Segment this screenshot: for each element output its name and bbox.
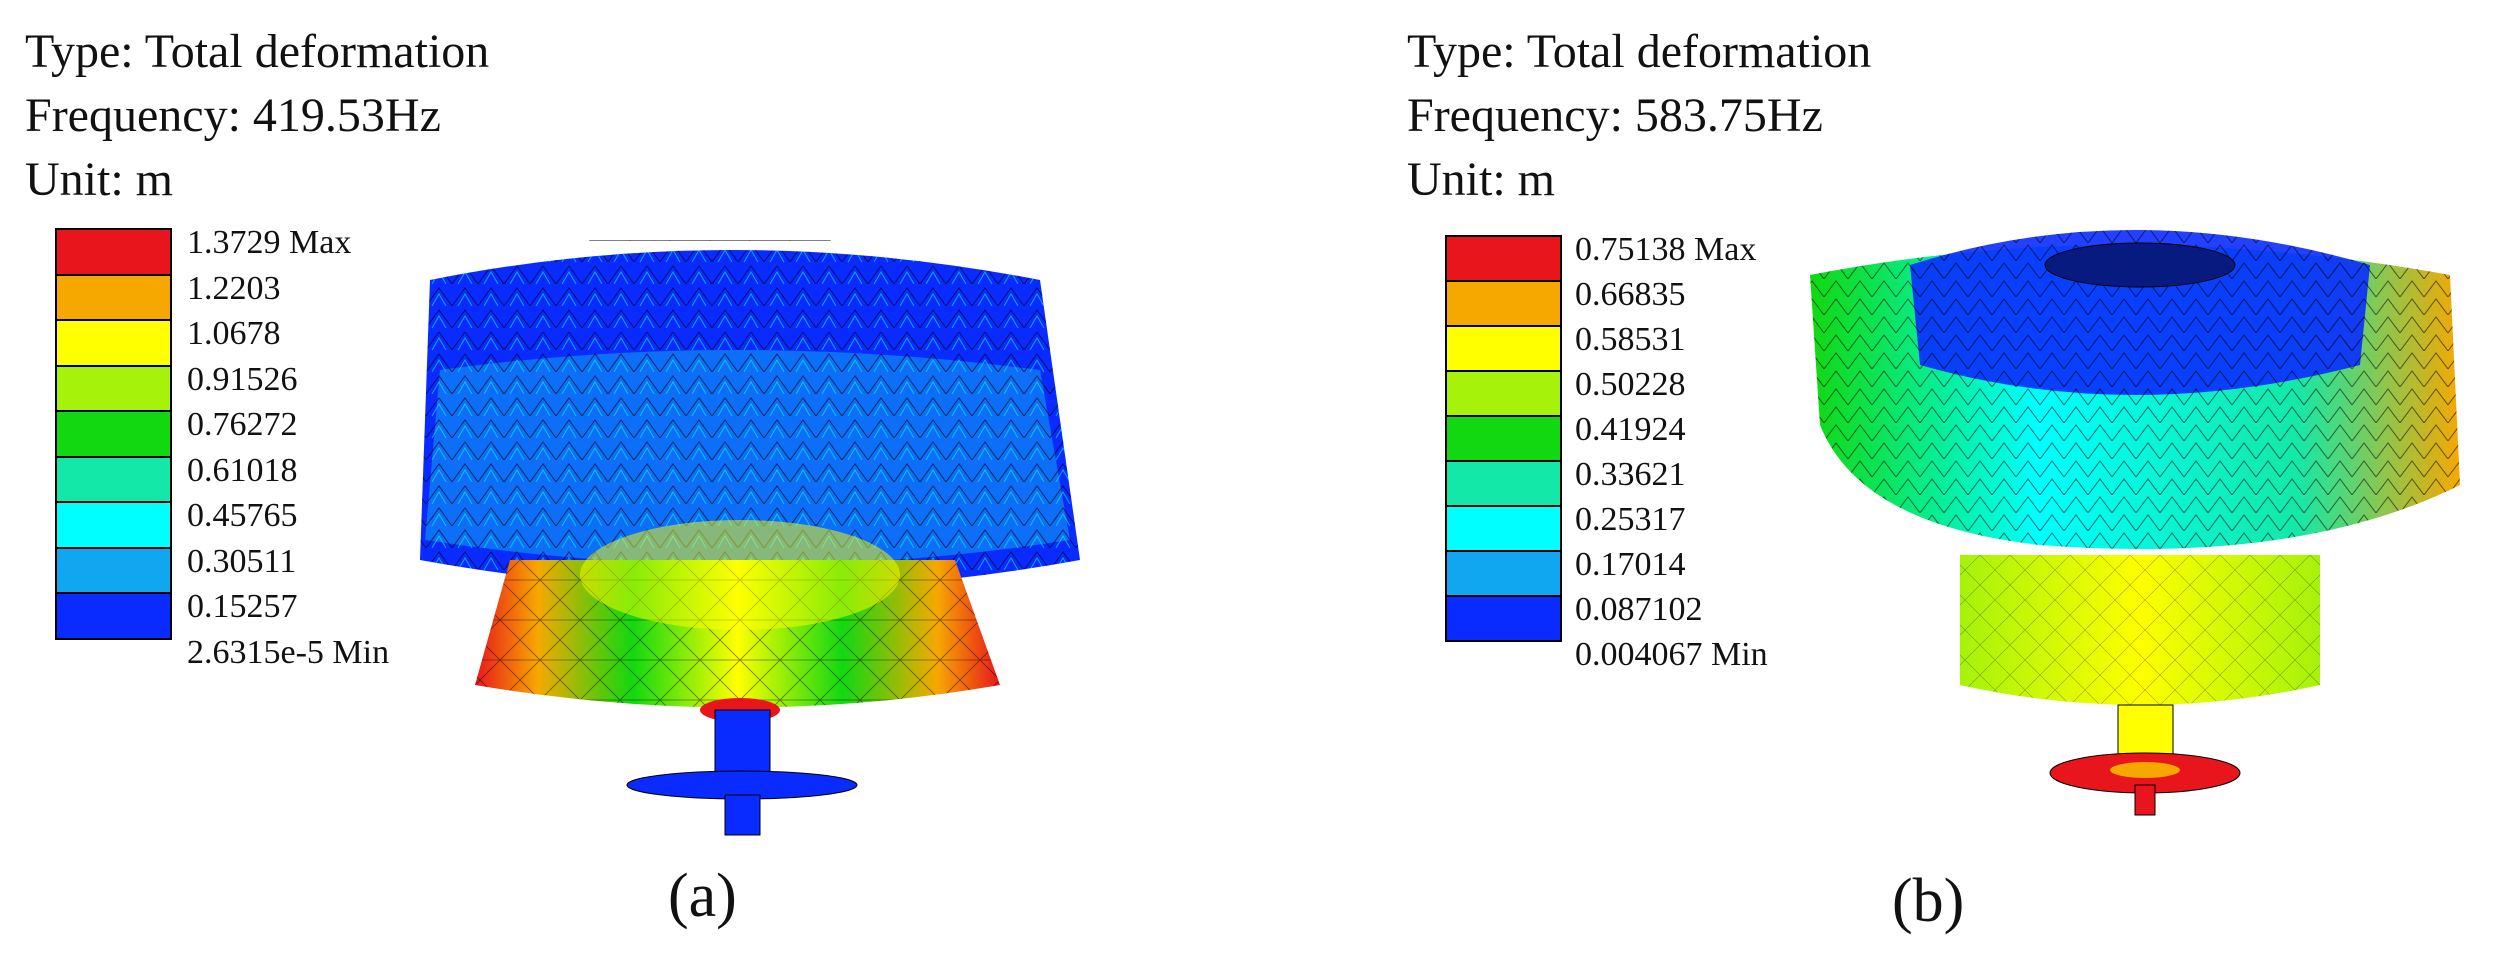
legend-swatch [1445,280,1562,327]
legend-label: 1.2203 [187,269,281,307]
legend-label: 2.6315e-5 Min [187,633,390,671]
legend-swatch [1445,460,1562,507]
legend-swatch [1445,370,1562,417]
deformed-rotor-model [1810,230,2460,816]
frequency-label: Frequency: 419.53Hz [25,89,441,142]
deformed-rotor-model [420,240,1080,836]
legend-swatch [1445,235,1562,282]
legend-swatch [55,228,172,276]
legend-swatch [1445,415,1562,462]
legend-label: 0.41924 [1575,411,1686,448]
legend-swatch [1445,505,1562,552]
legend-swatch [55,410,172,458]
type-label: Type: Total deformation [1407,25,1872,78]
panel-a: Type: Total deformation Frequency: 419.5… [0,0,1252,978]
unit-label: Unit: m [25,153,174,206]
legend-swatch [55,364,172,412]
legend-label: 0.15257 [187,588,298,625]
legend-label: 0.004067 Min [1575,636,1768,673]
legend-label: 1.0678 [187,315,281,352]
panel-caption: (a) [668,862,737,930]
type-label: Type: Total deformation [25,25,490,78]
legend-label: 0.17014 [1575,546,1686,583]
panel-caption: (b) [1892,867,1965,935]
legend-label: 0.66835 [1575,276,1686,313]
legend-swatch [1445,595,1562,642]
legend-swatch [55,592,172,640]
unit-label: Unit: m [1407,153,1556,206]
legend-swatch [55,273,172,321]
legend-label: 1.3729 Max [187,224,352,261]
frequency-label: Frequency: 583.75Hz [1407,89,1823,142]
legend-label: 0.58531 [1575,321,1686,358]
legend-label: 0.91526 [187,360,298,398]
legend-label: 0.61018 [187,451,298,489]
legend-label: 0.087102 [1575,591,1703,628]
legend-swatch [1445,325,1562,372]
legend-label: 0.30511 [187,542,297,580]
legend-swatch [55,319,172,367]
legend-label: 0.76272 [187,406,298,443]
legend-label: 0.33621 [1575,456,1686,493]
legend-swatch [55,455,172,503]
legend-swatch [1445,550,1562,597]
legend-swatch [55,546,172,594]
legend-label: 0.25317 [1575,501,1686,538]
legend-swatch [55,501,172,549]
legend-label: 0.50228 [1575,366,1686,403]
legend-label: 0.45765 [187,497,298,534]
legend-label: 0.75138 Max [1575,231,1757,268]
panel-b: Type: Total deformation Frequency: 583.7… [1400,0,2505,978]
